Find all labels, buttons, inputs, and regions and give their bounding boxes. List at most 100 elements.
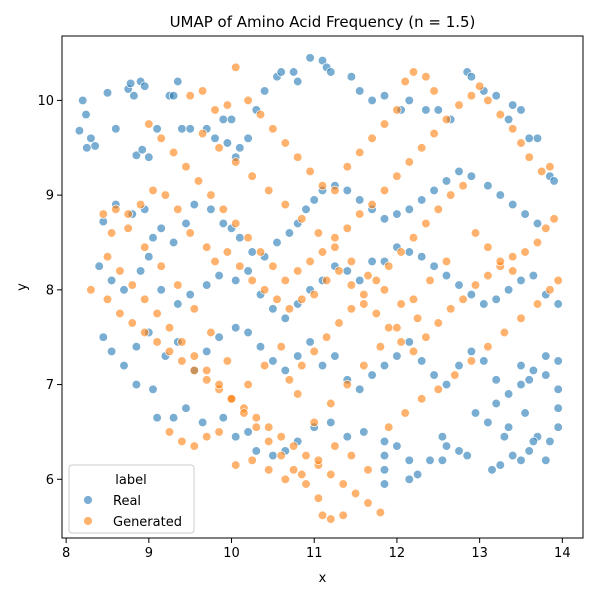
point-real (144, 252, 154, 262)
point-real (243, 427, 253, 437)
point-real (168, 237, 179, 248)
point-real (152, 124, 162, 134)
point-generated (189, 441, 199, 451)
point-real (173, 76, 183, 87)
point-real (392, 209, 402, 219)
point-real (135, 266, 146, 276)
point-generated (206, 190, 216, 200)
point-real (148, 384, 158, 394)
point-generated (297, 294, 307, 304)
point-real (379, 91, 390, 101)
legend-title: label (115, 473, 146, 488)
point-real (346, 72, 357, 82)
point-real (412, 469, 423, 480)
point-real (508, 199, 518, 210)
point-real (168, 91, 179, 101)
point-generated (214, 379, 224, 390)
point-real (355, 86, 365, 96)
point-generated (181, 162, 191, 172)
point-real (404, 247, 414, 257)
point-generated (140, 327, 150, 338)
point-generated (363, 498, 373, 508)
legend-box (68, 464, 195, 534)
point-real (78, 95, 88, 106)
point-real (404, 455, 414, 465)
point-real (185, 289, 195, 300)
point-real (516, 275, 526, 286)
point-real (417, 252, 427, 262)
point-real (309, 195, 319, 205)
y-axis-label: y (15, 283, 30, 291)
legend: label Real Generated (68, 464, 195, 534)
point-real (140, 81, 150, 91)
point-real (181, 403, 191, 413)
point-generated (429, 86, 439, 96)
point-real (532, 133, 543, 143)
point-real (553, 384, 563, 394)
point-real (454, 280, 464, 290)
point-generated (396, 247, 406, 257)
point-real (462, 450, 472, 461)
point-generated (384, 323, 394, 333)
point-real (125, 78, 136, 89)
point-real (404, 337, 414, 347)
point-real (359, 427, 369, 437)
point-generated (359, 360, 369, 371)
point-real (516, 379, 526, 390)
legend-marker-generated (83, 516, 93, 526)
point-generated (197, 86, 208, 96)
point-real (305, 337, 315, 347)
point-generated (185, 228, 195, 238)
point-generated (115, 308, 125, 319)
point-generated (516, 313, 526, 323)
point-real (524, 446, 534, 456)
point-generated (404, 157, 414, 167)
point-generated (466, 91, 477, 101)
point-generated (330, 233, 340, 243)
point-generated (392, 171, 402, 181)
point-generated (342, 162, 352, 172)
point-generated (470, 228, 481, 238)
point-real (247, 247, 257, 257)
point-generated (483, 95, 493, 106)
point-generated (202, 375, 212, 385)
point-generated (189, 365, 199, 376)
point-generated (433, 318, 443, 328)
point-generated (421, 72, 431, 82)
point-generated (243, 379, 253, 390)
point-generated (346, 450, 357, 461)
point-real (495, 460, 505, 470)
point-generated (334, 266, 344, 276)
point-real (156, 223, 166, 233)
point-real (425, 455, 435, 465)
point-real (392, 351, 402, 361)
point-real (549, 176, 559, 186)
point-real (226, 114, 237, 125)
point-generated (218, 204, 228, 214)
point-real (185, 124, 195, 134)
point-generated (185, 91, 195, 101)
point-generated (264, 465, 274, 475)
point-generated (160, 190, 171, 200)
point-generated (375, 342, 386, 352)
point-generated (259, 360, 270, 371)
point-real (119, 360, 129, 371)
point-generated (264, 185, 274, 196)
point-generated (408, 346, 419, 357)
point-generated (115, 266, 125, 276)
point-real (202, 280, 212, 290)
point-generated (102, 252, 113, 262)
point-generated (189, 351, 199, 361)
point-generated (346, 280, 357, 290)
point-real (433, 105, 443, 115)
points-layer (74, 53, 563, 524)
legend-marker-real (83, 495, 93, 505)
point-generated (441, 114, 452, 125)
point-generated (177, 337, 187, 347)
point-real (131, 379, 142, 390)
point-real (214, 270, 224, 281)
point-real (235, 233, 245, 243)
point-real (288, 67, 299, 77)
point-generated (458, 181, 468, 191)
point-generated (334, 318, 344, 328)
